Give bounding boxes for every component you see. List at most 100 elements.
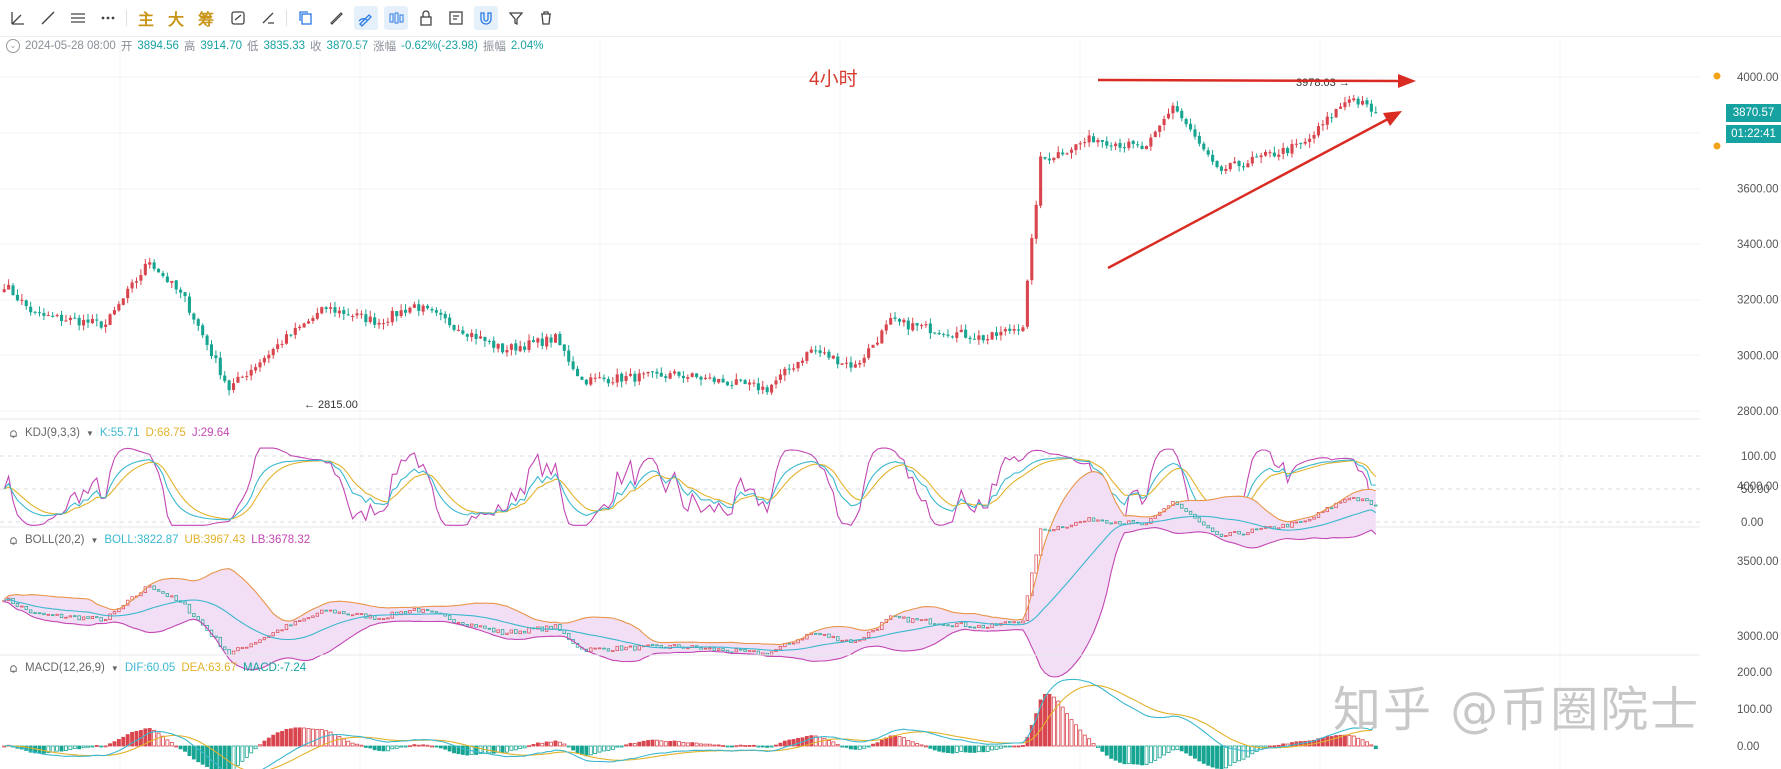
macd-histogram-bar: [928, 745, 933, 749]
boll-mini-candle: [1360, 498, 1365, 502]
alarm-icon[interactable]: [8, 535, 19, 546]
boll-mini-candle: [236, 647, 240, 652]
price-tick-label: 4000.00: [1737, 72, 1779, 84]
macd-dropdown-icon[interactable]: ▼: [110, 663, 119, 673]
boll-mini-candle: [1008, 621, 1012, 624]
boll-mini-candle: [787, 642, 791, 645]
kdj-dropdown-icon[interactable]: ▼: [85, 428, 94, 438]
candle-body: [809, 349, 813, 353]
macd-histogram-bar: [1100, 745, 1105, 752]
macd-histogram-bar: [509, 745, 514, 751]
candle-body: [734, 379, 738, 385]
copy-icon[interactable]: [294, 6, 318, 30]
candle-body: [562, 344, 566, 351]
boll-mini-candle: [1338, 501, 1343, 504]
candle-body: [373, 317, 377, 325]
macd-tick-label: 200.00: [1737, 667, 1772, 679]
lock-icon[interactable]: [414, 6, 438, 30]
trend-angle-icon[interactable]: [6, 6, 30, 30]
boll-mini-candle: [853, 640, 858, 643]
boll-mini-candle: [95, 616, 99, 619]
chips-button[interactable]: 筹: [197, 12, 214, 29]
candle-body: [902, 319, 906, 323]
macd-histogram-bar: [324, 730, 329, 747]
boll-mini-candle: [1113, 521, 1118, 524]
eraser-icon[interactable]: [256, 6, 280, 30]
macd-histogram-bar: [1188, 745, 1193, 756]
boll-mini-candle: [1180, 503, 1184, 509]
collapse-icon[interactable]: ⌄: [6, 39, 20, 53]
boll-mini-candle: [461, 622, 465, 625]
magnet-icon[interactable]: [474, 6, 498, 30]
candle-body: [381, 323, 386, 325]
main-chart-button[interactable]: 主: [137, 12, 154, 29]
macd-histogram-bar: [50, 745, 55, 753]
macd-histogram-bar: [1003, 745, 1008, 748]
kdj-tick-label: 100.00: [1741, 451, 1776, 463]
boll-mini-candle: [672, 644, 677, 647]
macd-histogram-bar: [249, 745, 254, 754]
boll-dropdown-icon[interactable]: ▼: [90, 535, 99, 545]
macd-histogram-bar: [1157, 745, 1162, 759]
big-order-button[interactable]: 大: [167, 12, 184, 29]
high-value: 3914.70: [200, 40, 242, 52]
candle-body: [880, 330, 884, 344]
candles-icon[interactable]: [384, 6, 408, 30]
candle-body: [928, 323, 932, 334]
macd-histogram-bar: [1140, 745, 1144, 766]
candle-body: [324, 307, 328, 309]
candle-body: [567, 350, 571, 362]
boll-mini-candle: [822, 634, 827, 636]
boll-mini-candle: [161, 591, 165, 594]
pen-icon[interactable]: [354, 6, 378, 30]
macd-histogram-bar: [491, 745, 496, 754]
ruler-icon[interactable]: [324, 6, 348, 30]
filter-icon[interactable]: [504, 6, 528, 30]
more-tools-icon[interactable]: [96, 6, 120, 30]
price-tick-label: 3600.00: [1737, 183, 1779, 195]
boll-mini-candle: [505, 632, 509, 635]
candle-body: [355, 313, 359, 316]
boll-mini-candle: [558, 624, 562, 631]
macd-histogram-bar: [280, 731, 284, 747]
macd-histogram-bar: [862, 745, 867, 749]
boll-mini-candle: [897, 616, 902, 619]
macd-histogram-bar: [1210, 745, 1215, 768]
macd-histogram-bar: [28, 745, 33, 753]
candle-body: [840, 363, 844, 365]
macd-dea: DEA:63.67: [181, 662, 237, 674]
trash-icon[interactable]: [534, 6, 558, 30]
parallel-lines-icon[interactable]: [66, 6, 90, 30]
candle-body: [770, 384, 774, 393]
candle-body: [461, 330, 465, 334]
candle-body: [505, 350, 509, 353]
macd-histogram-bar: [606, 745, 611, 751]
note-icon[interactable]: [444, 6, 468, 30]
boll-lb: LB:3678.32: [251, 534, 311, 546]
macd-histogram-bar: [888, 735, 893, 747]
alarm-icon[interactable]: [8, 663, 19, 674]
boll-mini-candle: [324, 609, 328, 612]
candle-body: [90, 318, 94, 324]
macd-histogram-bar: [831, 741, 836, 747]
candle-body: [1206, 150, 1210, 155]
boll-mini-candle: [430, 610, 434, 613]
macd-histogram-bar: [535, 742, 540, 747]
compare-icon[interactable]: [226, 6, 250, 30]
macd-histogram-bar: [685, 742, 690, 747]
alarm-icon[interactable]: [8, 428, 19, 439]
candle-body: [836, 356, 840, 365]
candle-body: [673, 371, 677, 374]
macd-histogram-bar: [531, 744, 536, 747]
support-arrow-line: [1107, 117, 1389, 270]
macd-histogram-bar: [394, 745, 399, 749]
line-tool-icon[interactable]: [36, 6, 60, 30]
candle-body: [439, 312, 443, 315]
boll-mini-candle: [959, 621, 963, 624]
candle-body: [77, 317, 81, 326]
kdj-tick-label: 50.00: [1741, 484, 1770, 496]
candle-body: [602, 377, 606, 380]
change-label: 涨幅: [373, 41, 397, 53]
macd-histogram-bar: [1206, 745, 1211, 766]
